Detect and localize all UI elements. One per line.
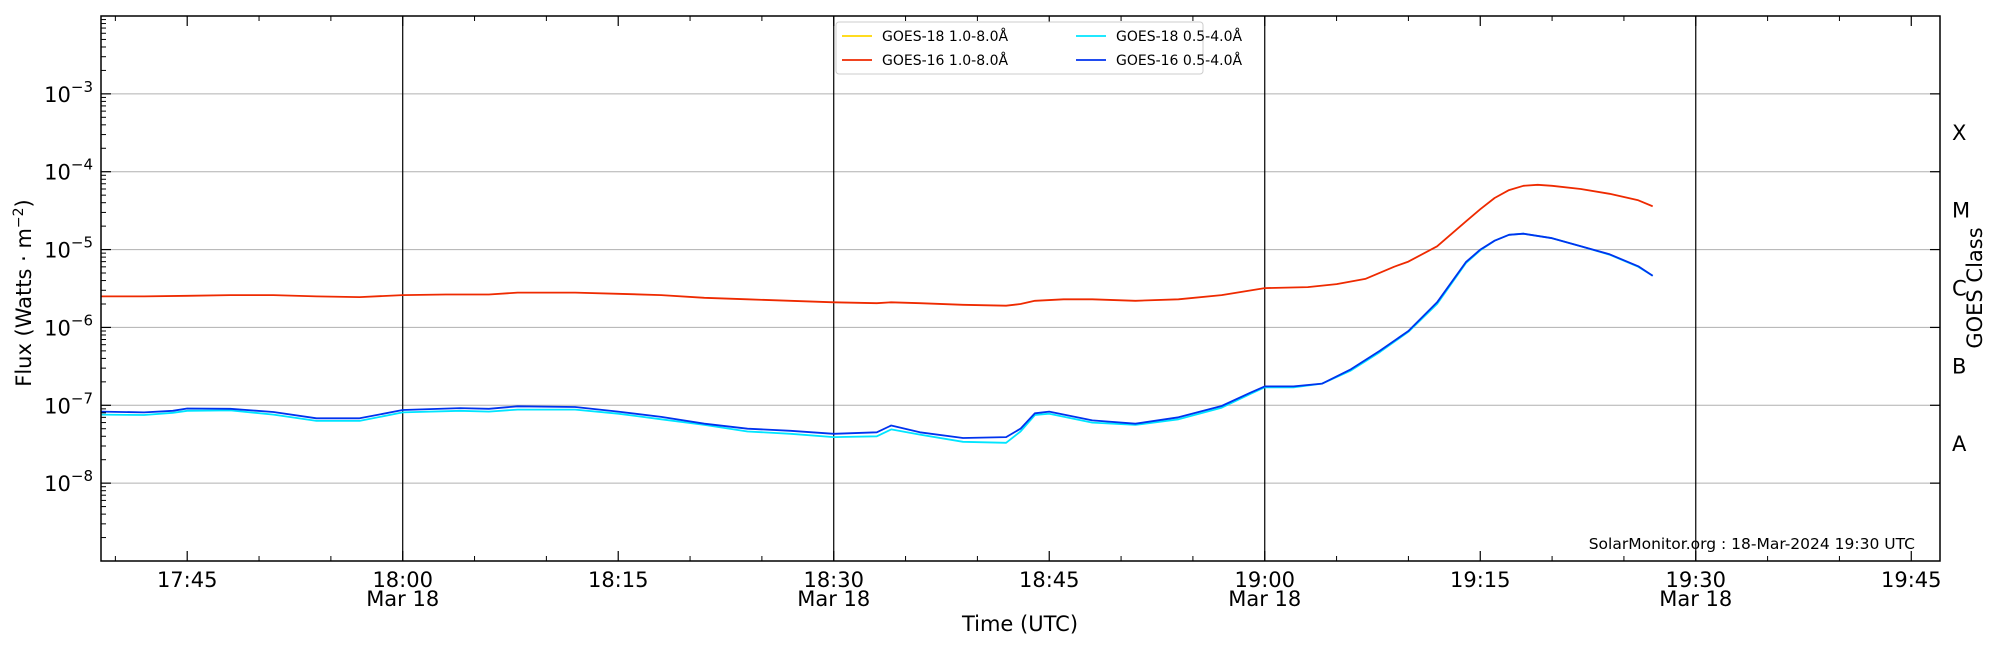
y2-axis-label: GOES Class: [1963, 227, 1987, 348]
y-axis-label: Flux (Watts · m−2): [11, 199, 36, 387]
y-tick-label: 10−6: [44, 311, 93, 340]
x-tick-label: 17:45: [157, 568, 218, 592]
y-tick-label: 10−7: [44, 389, 93, 418]
x-tick-label: 19:15: [1450, 568, 1511, 592]
goes-class-labels: A B C M X: [1952, 121, 1970, 456]
goes-class-label: X: [1952, 121, 1966, 145]
x-tick-label: 18:15: [588, 568, 649, 592]
x-tick-label: 18:00: [372, 568, 433, 592]
series-lines: [100, 183, 1654, 444]
goes-class-label: C: [1952, 277, 1967, 301]
x-tick-label: 18:30: [803, 568, 864, 592]
legend-label: GOES-16 1.0-8.0Å: [882, 52, 1008, 69]
axis-ticks: [101, 16, 1940, 561]
x-axis-label: Time (UTC): [961, 612, 1078, 636]
y-tick-label: 10−8: [44, 467, 93, 496]
series-line-goes-16-0-5-4-0-: [100, 232, 1654, 439]
x-tick-label: 18:45: [1019, 568, 1080, 592]
y-tick-label: 10−3: [44, 78, 93, 107]
plot-frame: [100, 15, 1941, 562]
x-tick-date-label: Mar 18: [1228, 587, 1301, 611]
legend-label: GOES-18 0.5-4.0Å: [1116, 28, 1242, 45]
source-annotation: SolarMonitor.org : 18-Mar-2024 19:30 UTC: [1589, 535, 1915, 553]
x-tick-date-label: Mar 18: [366, 587, 439, 611]
y-tick-label: 10−5: [44, 234, 93, 263]
goes-class-label: M: [1952, 199, 1970, 223]
x-tick-label: 19:30: [1665, 568, 1726, 592]
legend-box: [835, 21, 1204, 75]
y-tick-labels: 10−8 10−7 10−6 10−5 10−4 10−3: [44, 78, 93, 496]
grid-lines: [101, 93, 1940, 484]
x-tick-date-label: Mar 18: [1659, 587, 1732, 611]
legend: GOES-18 1.0-8.0Å GOES-18 0.5-4.0Å GOES-16 …: [835, 21, 1242, 75]
series-line-goes-16-1-0-8-0-: [101, 183, 1654, 307]
x-tick-date-label: Mar 18: [797, 587, 870, 611]
x-tick-label: 19:00: [1234, 568, 1295, 592]
legend-label: GOES-16 0.5-4.0Å: [1116, 52, 1242, 69]
y-tick-label: 10−4: [44, 156, 93, 185]
legend-label: GOES-18 1.0-8.0Å: [882, 28, 1008, 45]
goes-class-label: B: [1952, 354, 1966, 378]
x-tick-label: 19:45: [1881, 568, 1942, 592]
goes-class-label: A: [1952, 432, 1967, 456]
